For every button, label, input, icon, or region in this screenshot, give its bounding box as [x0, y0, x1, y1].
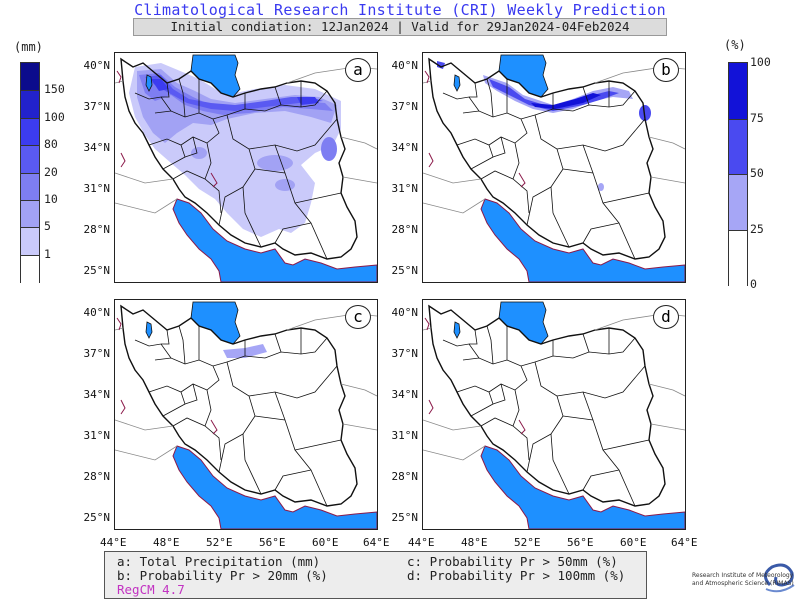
colorbar-left-tick: 100 [44, 109, 65, 124]
colorbar-left-tick: 20 [44, 164, 58, 179]
latitude-label: 25°N [391, 264, 419, 277]
legend-b: b: Probability Pr > 20mm (%) [117, 568, 328, 583]
panel-a-map [115, 54, 377, 282]
latitude-label: 37°N [391, 347, 419, 360]
colorbar-swatch [21, 117, 39, 147]
longitude-label: 44°E [408, 536, 435, 549]
colorbar-swatch [729, 229, 747, 286]
latitude-label: 40°N [391, 306, 419, 319]
colorbar-swatch [729, 174, 747, 231]
colorbar-swatch [21, 63, 39, 91]
latitude-label: 25°N [391, 511, 419, 524]
colorbar-swatch [21, 227, 39, 256]
panel-b-probability-20mm: b [422, 52, 686, 283]
logo-line2: and Atmospheric Science (RIMAS) [692, 580, 794, 587]
longitude-label: 56°E [567, 536, 594, 549]
model-name: RegCM 4.7 [117, 582, 185, 597]
colorbar-left-tick: 1 [44, 246, 51, 261]
legend-a: a: Total Precipitation (mm) [117, 554, 321, 569]
longitude-label: 64°E [671, 536, 698, 549]
panel-b-label: b [653, 58, 679, 82]
colorbar-swatch [21, 90, 39, 119]
colorbar-left-tick: 150 [44, 82, 65, 97]
panel-a-total-precipitation: a [114, 52, 378, 283]
longitude-label: 52°E [206, 536, 233, 549]
longitude-label: 56°E [259, 536, 286, 549]
logo-line1: Research Institute of Meteorology [692, 572, 794, 579]
panel-c-map [115, 301, 377, 529]
colorbar-left-tick: 10 [44, 191, 58, 206]
legend-d: d: Probability Pr > 100mm (%) [407, 568, 626, 583]
latitude-label: 40°N [83, 306, 111, 319]
panel-d-probability-100mm: d [422, 299, 686, 530]
latitude-label: 34°N [391, 141, 419, 154]
colorbar-right-tick: 50 [750, 166, 764, 180]
panel-d-label: d [653, 305, 679, 329]
panel-c-probability-50mm: c [114, 299, 378, 530]
longitude-label: 48°E [461, 536, 488, 549]
map-title: Climatological Research Institute (CRI) … [134, 1, 666, 19]
latitude-label: 37°N [83, 100, 111, 113]
prob20-shading [437, 61, 651, 191]
colorbar-swatch [21, 254, 39, 283]
logo-swirl-icon [764, 563, 795, 593]
legend-c: c: Probability Pr > 50mm (%) [407, 554, 618, 569]
latitude-label: 37°N [83, 347, 111, 360]
colorbar-right [728, 62, 748, 286]
latitude-label: 28°N [83, 470, 111, 483]
institute-logo: Research Institute of Meteorology and At… [690, 555, 800, 595]
latitude-label: 34°N [83, 388, 111, 401]
latitude-label: 40°N [83, 59, 111, 72]
longitude-label: 60°E [312, 536, 339, 549]
colorbar-left-tick: 80 [44, 137, 58, 152]
latitude-label: 31°N [83, 429, 111, 442]
longitude-label: 44°E [100, 536, 127, 549]
colorbar-right-tick: 25 [750, 221, 764, 236]
longitude-label: 52°E [514, 536, 541, 549]
colorbar-swatch [729, 118, 747, 175]
longitude-label: 48°E [153, 536, 180, 549]
colorbar-left-tick: 5 [44, 219, 51, 234]
latitude-label: 28°N [391, 470, 419, 483]
latitude-label: 25°N [83, 511, 111, 524]
panel-d-map [423, 301, 685, 529]
map-subtitle: Initial condiation: 12Jan2024 | Valid fo… [133, 18, 667, 36]
colorbar-swatch [21, 199, 39, 229]
latitude-label: 37°N [391, 100, 419, 113]
colorbar-swatch [21, 145, 39, 174]
latitude-label: 31°N [391, 182, 419, 195]
colorbar-left [20, 62, 40, 283]
longitude-label: 64°E [363, 536, 390, 549]
latitude-label: 25°N [83, 264, 111, 277]
colorbar-right-tick: 75 [750, 110, 764, 125]
colorbar-right-tick: 0 [750, 277, 757, 291]
latitude-label: 34°N [83, 141, 111, 154]
colorbar-left-unit: (mm) [14, 40, 43, 54]
colorbar-swatch [729, 63, 747, 119]
latitude-label: 31°N [83, 182, 111, 195]
latitude-label: 34°N [391, 388, 419, 401]
latitude-label: 28°N [83, 223, 111, 236]
colorbar-right-tick: 100 [750, 55, 771, 69]
panel-a-label: a [345, 58, 371, 82]
panel-b-map [423, 54, 685, 282]
latitude-label: 40°N [391, 59, 419, 72]
panel-legend: a: Total Precipitation (mm) b: Probabili… [104, 551, 647, 599]
longitude-label: 60°E [620, 536, 647, 549]
latitude-label: 31°N [391, 429, 419, 442]
colorbar-right-unit: (%) [724, 38, 746, 52]
latitude-label: 28°N [391, 223, 419, 236]
colorbar-swatch [21, 172, 39, 201]
panel-c-label: c [345, 305, 371, 329]
